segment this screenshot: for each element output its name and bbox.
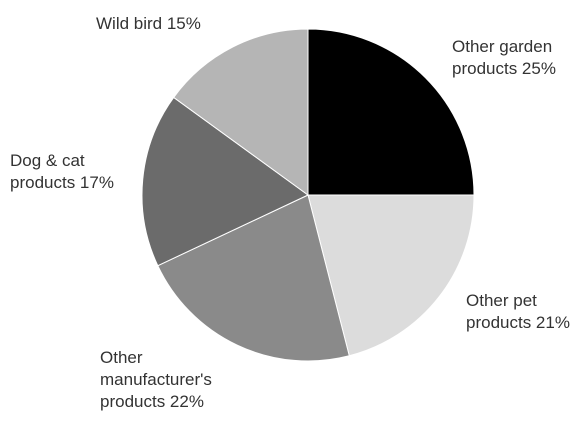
pie-slice-1 bbox=[307, 194, 475, 357]
slice-label-3: Dog & cat products 17% bbox=[10, 151, 114, 192]
slice-labels: Other garden products 25% Other pet product… bbox=[10, 14, 570, 411]
pie-slice-2 bbox=[157, 194, 350, 362]
slice-label-1: Other pet products 21% bbox=[466, 291, 570, 332]
pie-slice-0 bbox=[307, 28, 475, 196]
slice-label-line: products 25% bbox=[452, 59, 556, 78]
slice-label-line: products 21% bbox=[466, 313, 570, 332]
slice-label-line: Other pet bbox=[466, 291, 537, 310]
pie-slice-4 bbox=[173, 28, 309, 196]
pie-slices bbox=[141, 28, 475, 362]
slice-label-line: Dog & cat bbox=[10, 151, 85, 170]
pie-slice-3 bbox=[141, 96, 309, 267]
slice-label-2: Other manufacturer's products 22% bbox=[100, 348, 212, 411]
slice-label-line: Other garden bbox=[452, 37, 552, 56]
slice-label-4: Wild bird 15% bbox=[96, 14, 201, 33]
slice-label-line: Wild bird 15% bbox=[96, 14, 201, 33]
slice-label-line: products 17% bbox=[10, 173, 114, 192]
slice-label-line: Other bbox=[100, 348, 143, 367]
slice-label-0: Other garden products 25% bbox=[452, 37, 556, 78]
slice-label-line: manufacturer's bbox=[100, 370, 212, 389]
slice-label-line: products 22% bbox=[100, 392, 204, 411]
